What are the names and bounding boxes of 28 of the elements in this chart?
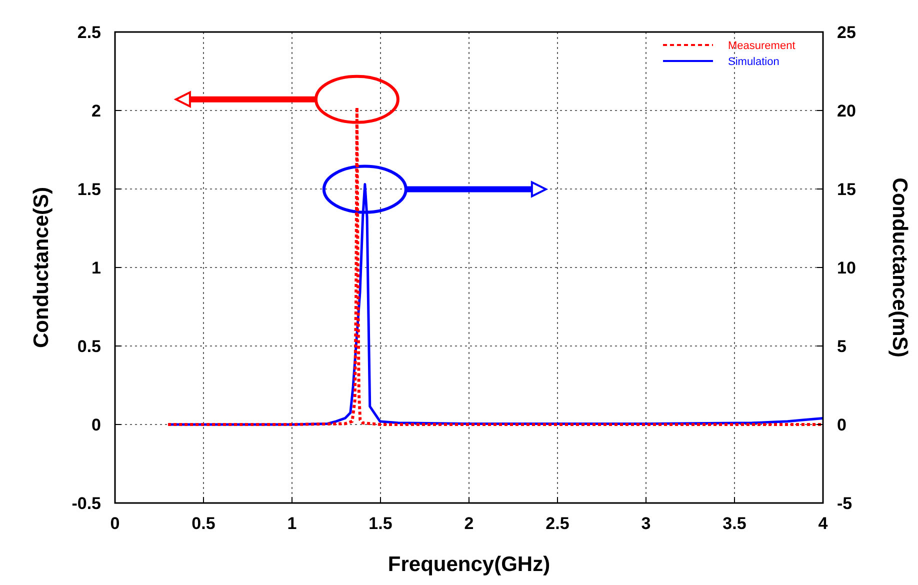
legend-label: Simulation [728, 56, 780, 68]
y2-tick-label: 15 [837, 180, 856, 199]
x-tick-label: 0 [110, 514, 120, 533]
y2-tick-label: 25 [837, 23, 856, 42]
y-tick-label: 2.5 [77, 23, 101, 42]
x-tick-label: 0.5 [192, 514, 216, 533]
y-axis-title: Conductance(S) [30, 186, 53, 348]
y-tick-label: 0.5 [77, 337, 101, 356]
x-tick-label: 2 [464, 514, 474, 533]
x-tick-label: 1.5 [368, 514, 392, 533]
y2-tick-label: -5 [837, 494, 852, 513]
legend-label: Measurement [728, 40, 796, 52]
y-tick-label: -0.5 [72, 494, 101, 513]
y-tick-label: 0 [92, 416, 101, 434]
y2-tick-label: 20 [837, 102, 856, 120]
x-tick-label: 4 [818, 514, 828, 533]
y2-tick-label: 5 [837, 337, 846, 356]
x-axis-title: Frequency(GHz) [388, 553, 550, 576]
y2-axis-title: Conductance(mS) [888, 178, 911, 358]
y-tick-label: 1 [92, 258, 101, 278]
y-tick-label: 1.5 [77, 180, 101, 199]
x-tick-label: 3 [641, 514, 651, 533]
x-tick-label: 3.5 [722, 514, 746, 533]
x-tick-label: 2.5 [546, 514, 570, 533]
y2-tick-label: 0 [837, 416, 846, 434]
y2-tick-label: 10 [837, 258, 856, 278]
x-tick-label: 1 [287, 514, 297, 533]
y-tick-label: 2 [92, 102, 101, 120]
